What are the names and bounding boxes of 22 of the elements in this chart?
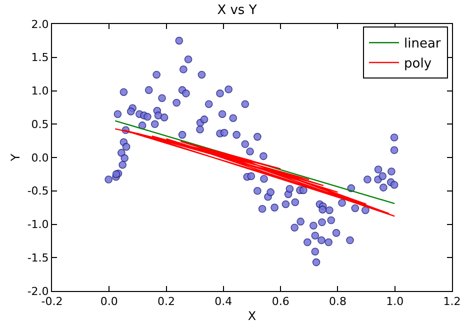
x-tick-label: 0.6 xyxy=(272,295,290,308)
x-tick-label: 0.0 xyxy=(100,295,118,308)
chart-title: X vs Y xyxy=(217,3,257,18)
x-tick-label: 1.2 xyxy=(443,295,461,308)
y-tick-label: 0.0 xyxy=(31,151,49,164)
y-tick-label: -2.0 xyxy=(27,284,49,298)
y-tick-label: 1.5 xyxy=(31,51,49,64)
x-axis-title: X xyxy=(248,309,256,324)
y-tick-label: 0.5 xyxy=(31,118,49,131)
legend-label: linear xyxy=(404,36,442,52)
y-tick-label: 1.0 xyxy=(31,84,49,98)
y-tick-label: -1.0 xyxy=(27,218,49,232)
x-tick-label: 0.8 xyxy=(328,295,346,308)
x-tick-label: 1.0 xyxy=(386,295,404,308)
x-tick-label: 0.2 xyxy=(158,295,176,308)
y-tick-label: 2.0 xyxy=(31,18,49,31)
y-axis-title: Y xyxy=(8,153,23,162)
legend-label: poly xyxy=(404,56,432,72)
x-tick-label: 0.4 xyxy=(214,295,232,308)
y-tick-label: -1.5 xyxy=(27,251,49,264)
y-tick-label: -0.5 xyxy=(27,184,49,198)
x-tick-label: -0.2 xyxy=(41,295,63,308)
